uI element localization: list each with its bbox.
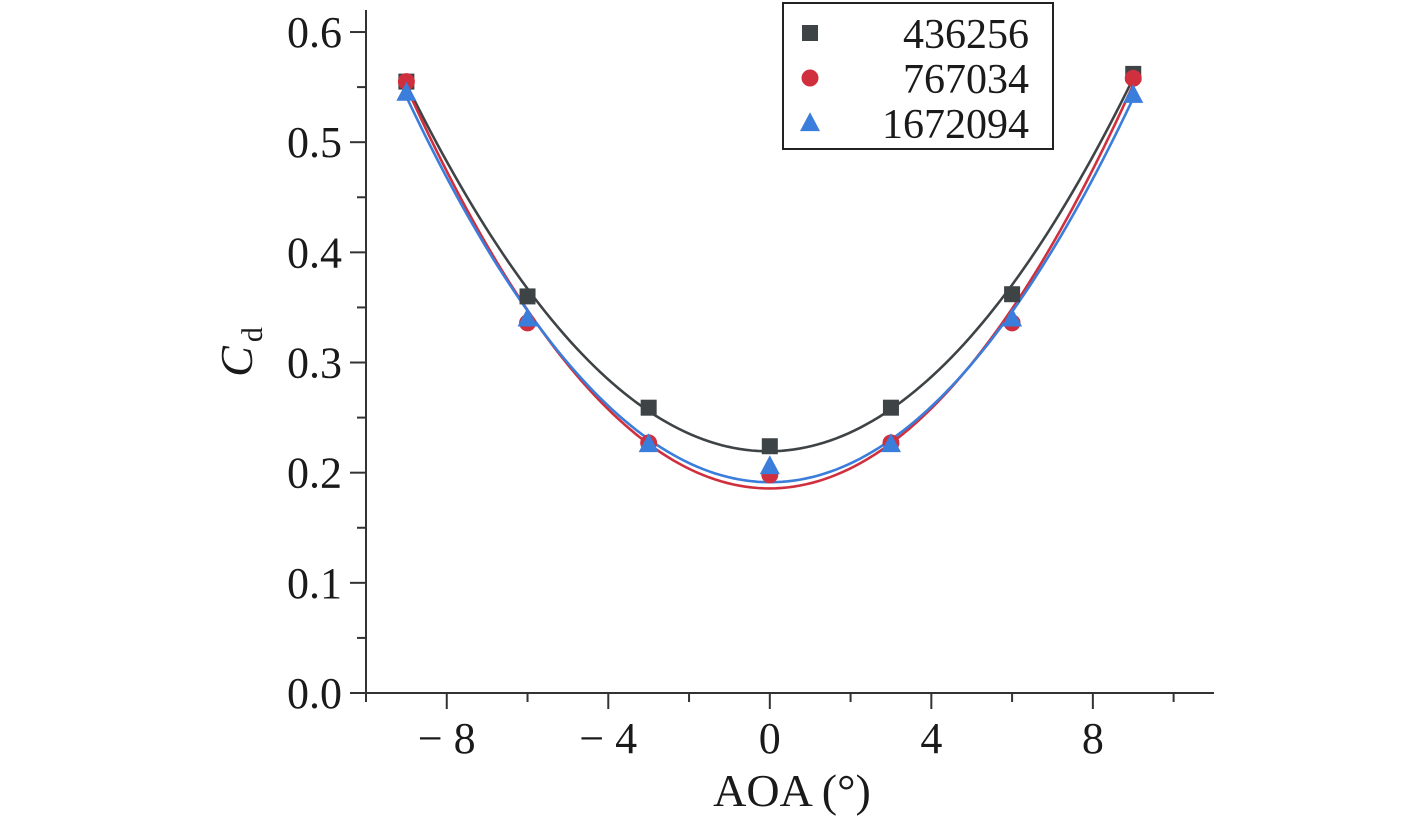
legend-label: 767034 bbox=[903, 57, 1029, 103]
data-point-436256 bbox=[882, 399, 899, 416]
y-axis-title: Cd bbox=[211, 327, 269, 377]
data-point-1672094 bbox=[880, 433, 901, 453]
y-tick-label: 0.4 bbox=[287, 228, 342, 277]
x-axis-title: AOA (°) bbox=[713, 765, 871, 816]
data-point-436256 bbox=[761, 438, 778, 455]
data-markers bbox=[396, 65, 1144, 484]
x-tick-label: 0 bbox=[759, 714, 781, 763]
legend-box bbox=[782, 2, 1054, 150]
data-point-1672094 bbox=[517, 307, 538, 327]
data-point-436256 bbox=[1004, 286, 1021, 303]
y-tick-label: 0.6 bbox=[287, 8, 342, 57]
y-tick-label: 0.2 bbox=[287, 449, 342, 498]
data-point-1672094 bbox=[638, 433, 659, 453]
legend-marker-767034 bbox=[801, 69, 819, 87]
data-point-436256 bbox=[519, 288, 536, 305]
y-tick-label: 0.0 bbox=[287, 669, 342, 718]
y-tick-label: 0.3 bbox=[287, 339, 342, 388]
data-point-1672094 bbox=[759, 455, 780, 475]
y-axis-title-main: C bbox=[211, 345, 262, 377]
y-axis-title-text: Cd bbox=[211, 327, 269, 377]
data-point-1672094 bbox=[1123, 84, 1144, 103]
legend-marker-436256 bbox=[802, 25, 818, 41]
x-tick-label: − 4 bbox=[579, 714, 637, 763]
data-point-767034 bbox=[1124, 69, 1142, 87]
legend-marker-1672094 bbox=[800, 112, 820, 132]
axes: − 8 − 4 0 4 8 0.0 0.1 0.2 0.3 0.4 0.5 0.6 AOA (°) Cd bbox=[211, 8, 1214, 816]
data-point-767034 bbox=[397, 73, 415, 91]
data-point-1672094 bbox=[396, 81, 417, 101]
data-point-1672094 bbox=[1002, 307, 1023, 327]
legend-label: 1672094 bbox=[882, 102, 1029, 148]
data-point-436256 bbox=[640, 399, 657, 416]
x-tick-label: 4 bbox=[920, 714, 942, 763]
legend-label: 436256 bbox=[903, 12, 1029, 58]
y-axis-title-subscript: d bbox=[236, 327, 269, 342]
y-tick-label: 0.1 bbox=[287, 559, 342, 608]
y-tick-label: 0.5 bbox=[287, 118, 342, 167]
x-tick-label: 8 bbox=[1082, 714, 1104, 763]
x-tick-label: − 8 bbox=[418, 714, 476, 763]
